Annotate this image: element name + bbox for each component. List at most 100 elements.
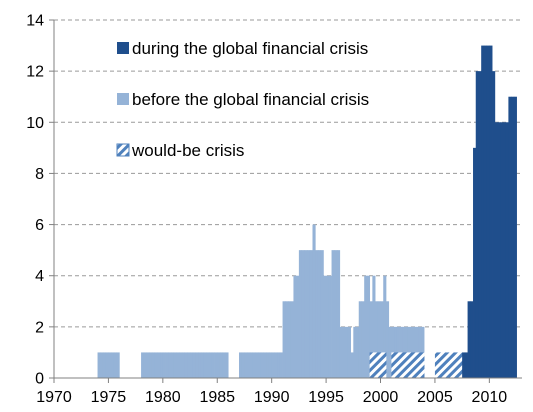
bar bbox=[328, 275, 332, 378]
bar bbox=[372, 352, 376, 378]
bar bbox=[168, 352, 172, 378]
bar bbox=[377, 352, 381, 378]
bar bbox=[160, 352, 164, 378]
bar bbox=[462, 352, 466, 378]
legend-swatch bbox=[117, 42, 129, 54]
bar bbox=[467, 301, 471, 378]
bar bbox=[445, 352, 449, 378]
bar bbox=[317, 250, 322, 378]
bar bbox=[222, 352, 226, 378]
bar bbox=[309, 250, 313, 378]
bar bbox=[331, 250, 335, 378]
bar bbox=[214, 352, 218, 378]
bar bbox=[255, 352, 259, 378]
bar bbox=[366, 275, 371, 378]
bar bbox=[502, 122, 507, 379]
y-tick-label: 8 bbox=[35, 166, 44, 183]
bar bbox=[198, 352, 202, 378]
bar bbox=[111, 352, 115, 378]
bar bbox=[513, 96, 517, 378]
bar bbox=[307, 250, 311, 378]
x-tick-label: 2005 bbox=[417, 389, 453, 406]
bar bbox=[260, 352, 264, 378]
bar bbox=[277, 352, 281, 378]
bar bbox=[266, 352, 270, 378]
bar bbox=[323, 275, 327, 378]
bar bbox=[372, 275, 376, 378]
bar bbox=[486, 45, 490, 378]
bar bbox=[377, 301, 381, 378]
x-tick-label: 1990 bbox=[254, 389, 290, 406]
legend: during the global financial crisis before… bbox=[116, 39, 369, 160]
bar bbox=[209, 352, 213, 378]
bar bbox=[290, 301, 294, 378]
bar bbox=[187, 352, 191, 378]
y-tick-label: 14 bbox=[26, 13, 44, 30]
bar bbox=[394, 352, 398, 378]
bar bbox=[206, 352, 210, 378]
bar bbox=[282, 301, 286, 378]
bar bbox=[383, 275, 387, 378]
bar bbox=[350, 352, 354, 378]
grid bbox=[54, 19, 522, 328]
bar bbox=[407, 352, 411, 378]
bar bbox=[497, 122, 501, 379]
bar bbox=[247, 352, 251, 378]
bar bbox=[241, 352, 245, 378]
bar bbox=[315, 250, 319, 378]
bar bbox=[369, 301, 373, 378]
bar bbox=[353, 326, 357, 378]
bar bbox=[149, 352, 153, 378]
bar bbox=[151, 352, 156, 378]
bar bbox=[375, 301, 379, 378]
legend-swatch bbox=[116, 143, 130, 157]
bar bbox=[293, 275, 297, 378]
bar bbox=[396, 352, 400, 378]
bar bbox=[301, 250, 305, 378]
bar bbox=[211, 352, 215, 378]
bar bbox=[239, 352, 243, 378]
bar bbox=[279, 352, 283, 378]
bar bbox=[405, 352, 409, 378]
bars bbox=[97, 45, 517, 379]
y-tick-label: 6 bbox=[35, 217, 44, 234]
y-tick-label: 2 bbox=[35, 319, 44, 336]
bar bbox=[342, 326, 346, 378]
y-tick-label: 10 bbox=[26, 115, 44, 132]
x-tick-label: 1975 bbox=[91, 389, 127, 406]
bar bbox=[274, 352, 278, 378]
bar bbox=[475, 71, 479, 379]
bar bbox=[508, 96, 512, 378]
bar bbox=[288, 301, 292, 378]
bar bbox=[157, 352, 161, 378]
bar bbox=[334, 250, 338, 378]
bar bbox=[108, 352, 112, 378]
bar bbox=[380, 352, 384, 378]
bar bbox=[252, 352, 256, 378]
bar bbox=[271, 352, 275, 378]
bar bbox=[219, 352, 224, 378]
bar bbox=[184, 352, 188, 378]
x-tick-label: 1980 bbox=[145, 389, 181, 406]
bar bbox=[154, 352, 158, 378]
x-tick-label: 2010 bbox=[472, 389, 508, 406]
bar bbox=[388, 326, 392, 378]
bar bbox=[298, 250, 303, 378]
bar bbox=[217, 352, 221, 378]
bar bbox=[268, 352, 273, 378]
bar bbox=[500, 122, 504, 379]
bar bbox=[345, 326, 349, 378]
x-tick-label: 1970 bbox=[36, 389, 72, 406]
axes: 0 2 4 6 8 10 12 14 1970 1975 1980 1985 1990 1995 2000 2… bbox=[26, 13, 522, 406]
bar bbox=[448, 352, 452, 378]
bar bbox=[285, 301, 289, 378]
bar bbox=[383, 352, 387, 378]
bar bbox=[249, 352, 254, 378]
bar bbox=[415, 352, 420, 378]
bar bbox=[113, 352, 117, 378]
bar bbox=[162, 352, 166, 378]
bar bbox=[473, 147, 477, 378]
bar bbox=[418, 352, 422, 378]
bar bbox=[459, 352, 463, 378]
bar bbox=[483, 45, 488, 378]
